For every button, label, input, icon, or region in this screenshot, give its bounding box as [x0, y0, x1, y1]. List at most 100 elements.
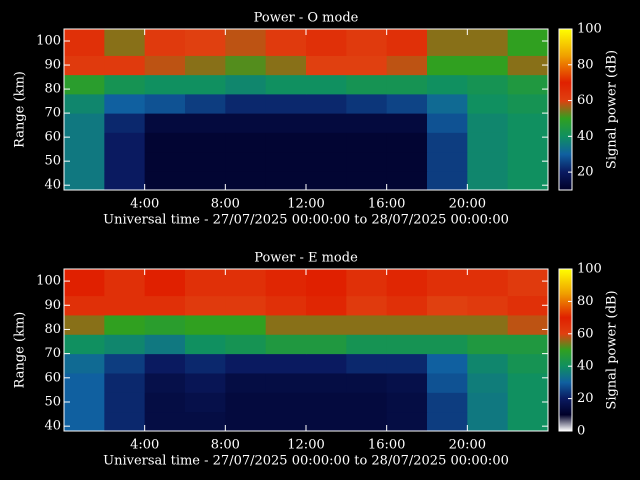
cell [104, 151, 146, 172]
cell [144, 29, 186, 56]
cell [265, 269, 307, 297]
cell [306, 113, 347, 133]
cell [144, 295, 186, 316]
cell [225, 170, 267, 190]
colorbar-label: Signal power (dB) [605, 50, 620, 169]
cell [386, 29, 428, 56]
cell [346, 132, 388, 153]
cell [386, 353, 428, 374]
colorbar-tick-label: 60 [577, 93, 594, 108]
cell [265, 132, 307, 153]
cell [467, 392, 509, 413]
cell [225, 74, 267, 95]
cell [64, 334, 105, 355]
cell [265, 151, 307, 172]
cell [427, 29, 468, 56]
cell [386, 295, 428, 316]
cell [346, 29, 388, 56]
cell [64, 132, 105, 153]
cell [225, 151, 267, 172]
cell [346, 353, 388, 374]
cell [467, 314, 509, 335]
x-tick-label: 16:00 [368, 438, 405, 453]
cell [386, 314, 428, 335]
cell [507, 170, 548, 190]
cell [265, 353, 307, 374]
cell [104, 269, 146, 297]
y-tick-label: 50 [44, 394, 61, 409]
cell [467, 55, 509, 76]
cell [306, 74, 347, 95]
cell [144, 392, 186, 413]
cell [467, 170, 509, 190]
cell [185, 74, 226, 95]
cell [144, 55, 186, 76]
cell [225, 55, 267, 76]
y-tick-label: 90 [44, 58, 61, 73]
cell [306, 334, 347, 355]
cell [467, 29, 509, 56]
cell [144, 93, 186, 114]
cell [104, 55, 146, 76]
cell [507, 334, 548, 355]
cell [427, 170, 468, 190]
cell [427, 392, 468, 413]
cell [346, 334, 388, 355]
y-tick-label: 60 [44, 370, 61, 385]
colorbar-tick-label: 40 [577, 129, 594, 144]
colorbar-tick-label: 0 [577, 424, 585, 439]
y-tick-label: 70 [44, 346, 61, 361]
x-axis-label: Universal time - 27/07/2025 00:00:00 to … [103, 454, 509, 469]
cell [64, 411, 105, 431]
colorbar-tick-label: 100 [577, 22, 602, 37]
cell [427, 93, 468, 114]
cell [144, 151, 186, 172]
cell [427, 295, 468, 316]
cell [225, 372, 267, 393]
cell [225, 295, 267, 316]
cell [467, 411, 509, 431]
y-tick-label: 50 [44, 154, 61, 169]
cell [306, 29, 347, 56]
cell [265, 93, 307, 114]
cell [507, 55, 548, 76]
cell [104, 334, 146, 355]
cell [64, 295, 105, 316]
cell [225, 334, 267, 355]
cell [144, 334, 186, 355]
x-tick-label: 4:00 [130, 197, 159, 212]
cell [265, 411, 307, 431]
cell [386, 151, 428, 172]
cell [427, 353, 468, 374]
x-tick-label: 8:00 [211, 438, 240, 453]
cell [104, 295, 146, 316]
y-tick-label: 80 [44, 322, 61, 337]
x-axis-label: Universal time - 27/07/2025 00:00:00 to … [103, 213, 509, 228]
cell [104, 353, 146, 374]
cell [185, 269, 226, 297]
cell [265, 113, 307, 133]
cell [427, 55, 468, 76]
cell [346, 151, 388, 172]
y-axis-label: Range (km) [13, 312, 28, 389]
cell [225, 269, 267, 297]
cell [265, 55, 307, 76]
cell [185, 353, 226, 374]
cell [507, 151, 548, 172]
cell [104, 372, 146, 393]
cell [104, 170, 146, 190]
cell [346, 93, 388, 114]
cell [185, 295, 226, 316]
cell [306, 269, 347, 297]
cell [507, 411, 548, 431]
y-axis-label: Range (km) [13, 71, 28, 148]
cell [225, 353, 267, 374]
cell [185, 29, 226, 56]
cell [346, 55, 388, 76]
cell [306, 93, 347, 114]
cell [386, 170, 428, 190]
cell [386, 74, 428, 95]
cell [386, 269, 428, 297]
cell [265, 295, 307, 316]
